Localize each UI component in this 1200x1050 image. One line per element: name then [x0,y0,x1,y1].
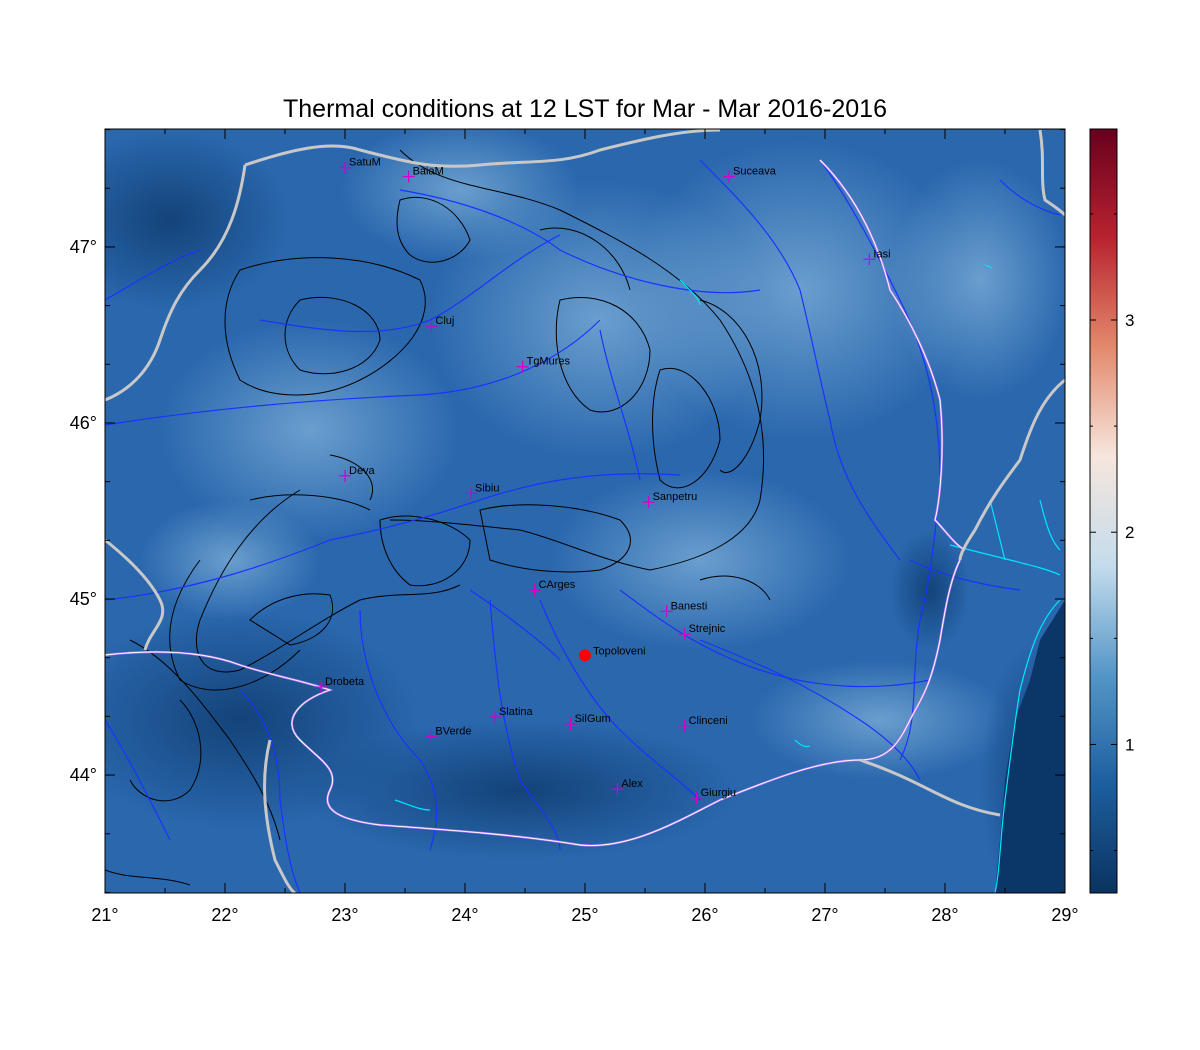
lat-tick-label-0: 44° [70,765,97,785]
station-alex[interactable]: Alex [611,778,643,796]
relief-contours [105,149,771,886]
lon-tick-label-3: 24° [451,905,478,925]
lon-tick-label-0: 21° [91,905,118,925]
station-banesti[interactable]: Banesti [660,600,708,618]
station-cluj[interactable]: Cluj [425,315,454,333]
coastline-lakes [394,264,1061,893]
station-sanpetru[interactable]: Sanpetru [642,491,698,509]
station-label-strejnic: Strejnic [689,623,726,635]
station-drobeta[interactable]: Drobeta [315,676,365,694]
station-label-suceava: Suceava [733,166,777,178]
cb-tick-label-0: 1 [1125,735,1134,754]
station-label-bverde: BVerde [435,725,471,737]
map-title: Thermal conditions at 12 LST for Mar - M… [283,95,887,123]
station-label-clinceni: Clinceni [689,715,728,727]
station-giurgiu[interactable]: Giurgiu [690,787,736,804]
cb-tick-label-1: 2 [1125,523,1134,542]
station-strejnic[interactable]: Strejnic [678,623,726,641]
station-deva[interactable]: Deva [339,465,376,482]
station-iasi[interactable]: Iasi [863,248,891,266]
station-label-cluj: Cluj [435,315,454,327]
station-label-drobeta: Drobeta [325,676,365,688]
station-silgum[interactable]: SilGum [564,713,611,731]
station-label-tgmures: TgMures [527,356,571,368]
station-label-carges: CArges [539,579,576,591]
station-label-deva: Deva [349,465,376,477]
lon-tick-label-8: 29° [1051,905,1078,925]
lon-tick-label-7: 28° [931,905,958,925]
station-label-giurgiu: Giurgiu [701,787,736,799]
cb-tick-label-2: 3 [1125,311,1134,330]
station-label-satum: SatuM [349,157,381,169]
station-label-baiam: BaiaM [413,166,444,178]
lon-tick-label-5: 26° [691,905,718,925]
station-carges[interactable]: CArges [528,579,576,597]
topoloveni-label: Topoloveni [593,645,646,657]
lat-tick-label-2: 46° [70,413,97,433]
lon-tick-label-2: 23° [331,905,358,925]
station-sibiu[interactable]: Sibiu [465,482,499,500]
map-plot-area: SatuM BaiaM Suceava Iasi Cluj TgMures Deva Sibi… [105,129,1065,893]
station-label-iasi: Iasi [873,248,890,260]
country-borders [105,129,1065,893]
lat-tick-label-3: 47° [70,237,97,257]
station-satum[interactable]: SatuM [339,157,381,174]
lon-tick-label-6: 27° [811,905,838,925]
axis-ticks: 21° 22° 23° 24° 25° 26° 27° 28° 29° 44° 45° 46° 47° [70,129,1079,925]
station-label-slatina: Slatina [499,706,534,718]
station-baiam[interactable]: BaiaM [402,166,444,183]
black-sea [995,600,1065,893]
station-markers: SatuM BaiaM Suceava Iasi Cluj TgMures Deva Sibi… [315,157,891,804]
colorbar-ticks: 1 2 3 [1090,213,1134,852]
station-label-silgum: SilGum [575,713,611,725]
station-label-alex: Alex [621,778,643,790]
colorbar: 1 2 3 [1089,128,1134,894]
station-label-sanpetru: Sanpetru [653,491,698,503]
topoloveni-marker[interactable] [579,649,591,662]
lon-tick-label-1: 22° [211,905,238,925]
station-suceava[interactable]: Suceava [723,166,777,183]
station-tgmures[interactable]: TgMures [516,356,571,373]
lon-tick-label-4: 25° [571,905,598,925]
station-bverde[interactable]: BVerde [425,725,471,743]
station-clinceni[interactable]: Clinceni [678,715,728,732]
station-slatina[interactable]: Slatina [489,706,534,723]
colorbar-bar [1089,128,1118,894]
station-label-sibiu: Sibiu [475,482,499,494]
lat-tick-label-1: 45° [70,589,97,609]
station-label-banesti: Banesti [671,600,708,612]
